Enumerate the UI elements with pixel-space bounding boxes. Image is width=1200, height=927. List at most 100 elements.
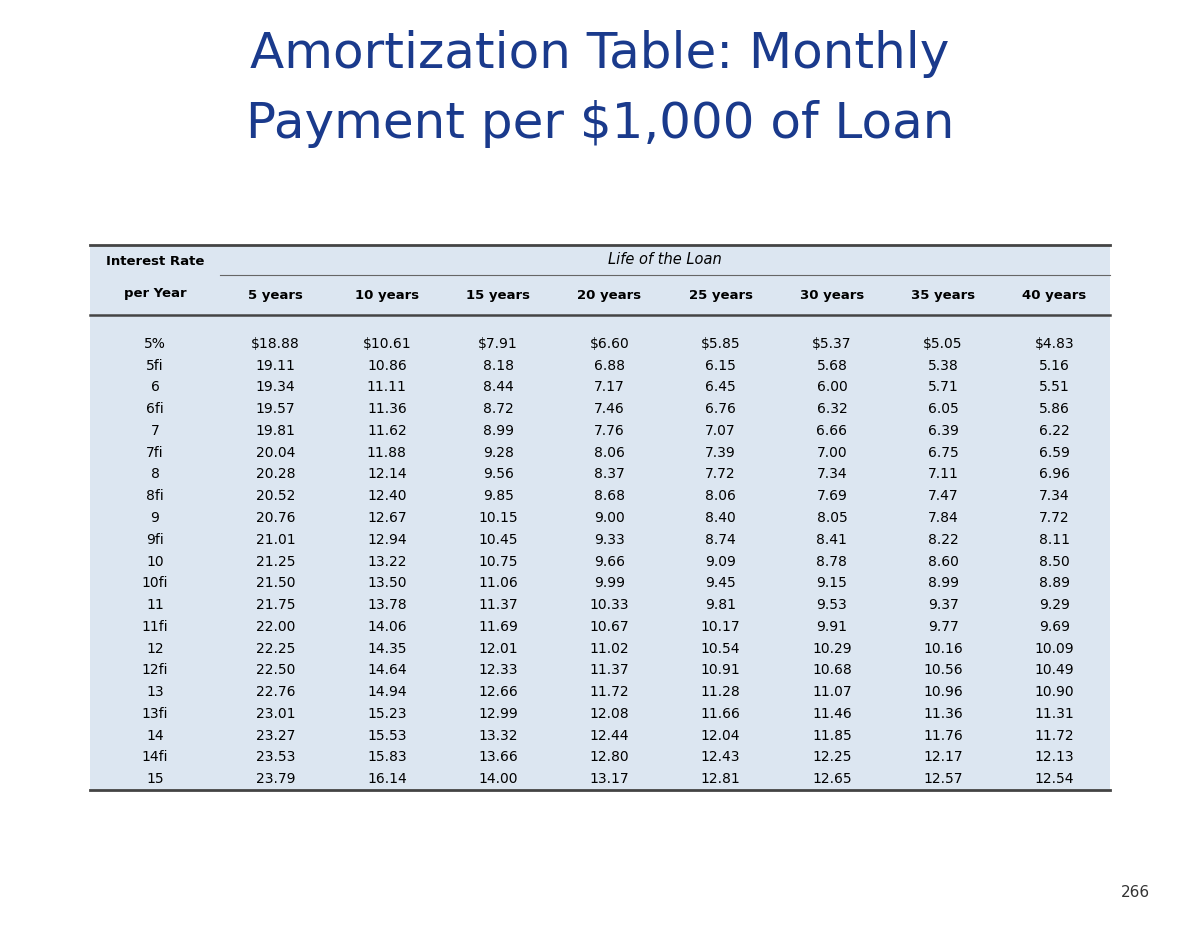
Text: 12.13: 12.13: [1034, 750, 1074, 765]
Text: 13: 13: [146, 685, 164, 699]
Text: 6fi: 6fi: [146, 402, 164, 416]
Text: 15: 15: [146, 772, 164, 786]
Text: 8.68: 8.68: [594, 489, 625, 503]
Text: $4.83: $4.83: [1034, 337, 1074, 351]
Text: Payment per $1,000 of Loan: Payment per $1,000 of Loan: [246, 100, 954, 148]
Text: 11.11: 11.11: [367, 380, 407, 394]
Text: 9.69: 9.69: [1039, 620, 1070, 634]
Text: 10.91: 10.91: [701, 664, 740, 678]
Text: 40 years: 40 years: [1022, 288, 1086, 301]
Text: 11.37: 11.37: [479, 598, 518, 612]
Text: 9: 9: [150, 511, 160, 525]
Text: 12.04: 12.04: [701, 729, 740, 743]
Text: 8.22: 8.22: [928, 533, 959, 547]
Text: $6.60: $6.60: [589, 337, 629, 351]
Text: 7.11: 7.11: [928, 467, 959, 481]
Text: 6.05: 6.05: [928, 402, 959, 416]
Text: 10.16: 10.16: [923, 641, 964, 655]
Text: 6.45: 6.45: [706, 380, 736, 394]
Text: 20.76: 20.76: [256, 511, 295, 525]
Text: 12.57: 12.57: [923, 772, 962, 786]
Text: 11.72: 11.72: [1034, 729, 1074, 743]
Text: 9.53: 9.53: [816, 598, 847, 612]
Text: 7.84: 7.84: [928, 511, 959, 525]
Text: 23.53: 23.53: [256, 750, 295, 765]
Text: 14.00: 14.00: [479, 772, 518, 786]
Text: 6.66: 6.66: [816, 424, 847, 438]
Text: 5.38: 5.38: [928, 359, 959, 373]
Text: 10: 10: [146, 554, 164, 568]
Text: 7: 7: [151, 424, 160, 438]
Text: 5.16: 5.16: [1039, 359, 1070, 373]
Text: 21.25: 21.25: [256, 554, 295, 568]
Text: 5.71: 5.71: [928, 380, 959, 394]
Text: 6.75: 6.75: [928, 446, 959, 460]
Text: 266: 266: [1121, 885, 1150, 900]
Text: 7.72: 7.72: [706, 467, 736, 481]
Text: 14.94: 14.94: [367, 685, 407, 699]
Text: 7.46: 7.46: [594, 402, 625, 416]
Text: 7.76: 7.76: [594, 424, 625, 438]
Text: 10.45: 10.45: [479, 533, 518, 547]
Text: 22.50: 22.50: [256, 664, 295, 678]
Text: 10.67: 10.67: [589, 620, 629, 634]
Text: 10.68: 10.68: [812, 664, 852, 678]
Text: 5.86: 5.86: [1039, 402, 1070, 416]
Text: 10.49: 10.49: [1034, 664, 1074, 678]
Text: 8.78: 8.78: [816, 554, 847, 568]
Text: 8.11: 8.11: [1039, 533, 1070, 547]
Text: 5fi: 5fi: [146, 359, 164, 373]
Text: 11.85: 11.85: [812, 729, 852, 743]
Text: 11.06: 11.06: [479, 577, 518, 590]
Text: 13.78: 13.78: [367, 598, 407, 612]
Text: 8.37: 8.37: [594, 467, 625, 481]
Text: $5.37: $5.37: [812, 337, 852, 351]
Text: 9.99: 9.99: [594, 577, 625, 590]
Text: 8.89: 8.89: [1039, 577, 1070, 590]
Text: $10.61: $10.61: [362, 337, 412, 351]
Text: 13.50: 13.50: [367, 577, 407, 590]
Text: 6.00: 6.00: [816, 380, 847, 394]
Text: 10.09: 10.09: [1034, 641, 1074, 655]
Text: 5.68: 5.68: [816, 359, 847, 373]
Text: 8: 8: [150, 467, 160, 481]
Text: 8.99: 8.99: [928, 577, 959, 590]
Text: 12.80: 12.80: [589, 750, 629, 765]
Text: 12.66: 12.66: [479, 685, 518, 699]
Text: Life of the Loan: Life of the Loan: [608, 252, 722, 268]
Text: 11.66: 11.66: [701, 706, 740, 721]
Text: 8.74: 8.74: [706, 533, 736, 547]
Text: 10.90: 10.90: [1034, 685, 1074, 699]
Text: 10.17: 10.17: [701, 620, 740, 634]
Text: 14fi: 14fi: [142, 750, 168, 765]
Text: 11.36: 11.36: [367, 402, 407, 416]
Text: 8.18: 8.18: [482, 359, 514, 373]
Text: 25 years: 25 years: [689, 288, 752, 301]
Text: 6: 6: [150, 380, 160, 394]
Text: 11.69: 11.69: [478, 620, 518, 634]
Text: 11.02: 11.02: [589, 641, 629, 655]
Text: 5.51: 5.51: [1039, 380, 1069, 394]
Text: 9.29: 9.29: [1039, 598, 1070, 612]
Text: 9.91: 9.91: [816, 620, 847, 634]
Text: 11: 11: [146, 598, 164, 612]
Text: Interest Rate: Interest Rate: [106, 255, 204, 268]
Text: 8.41: 8.41: [816, 533, 847, 547]
Text: 7.00: 7.00: [816, 446, 847, 460]
Text: 10.86: 10.86: [367, 359, 407, 373]
Text: 12.08: 12.08: [589, 706, 629, 721]
Text: 10.96: 10.96: [923, 685, 964, 699]
Text: 13.22: 13.22: [367, 554, 407, 568]
Text: 11.28: 11.28: [701, 685, 740, 699]
Text: 22.25: 22.25: [256, 641, 295, 655]
Text: 8.40: 8.40: [706, 511, 736, 525]
Text: 23.79: 23.79: [256, 772, 295, 786]
Text: 12.17: 12.17: [923, 750, 962, 765]
Text: 20 years: 20 years: [577, 288, 642, 301]
Text: 10.56: 10.56: [923, 664, 962, 678]
Text: 7.34: 7.34: [1039, 489, 1069, 503]
Text: 9.15: 9.15: [816, 577, 847, 590]
Text: 10 years: 10 years: [355, 288, 419, 301]
Text: 12.81: 12.81: [701, 772, 740, 786]
Text: 19.81: 19.81: [256, 424, 295, 438]
